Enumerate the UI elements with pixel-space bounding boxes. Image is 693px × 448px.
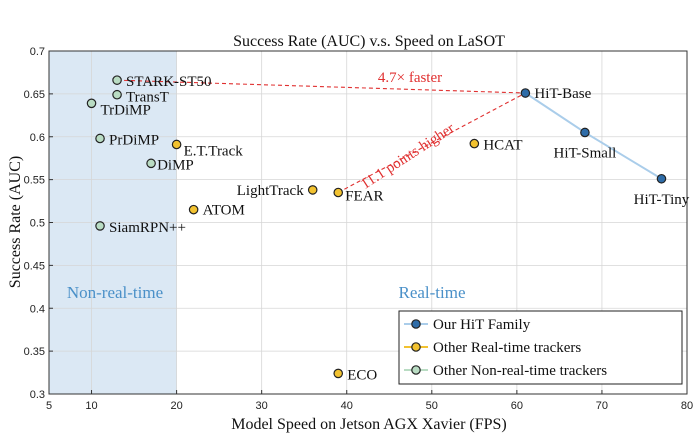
point-hit-small	[580, 127, 590, 138]
y-tick-label: 0.3	[30, 389, 45, 401]
legend-box	[398, 310, 683, 385]
point-transt	[112, 89, 122, 100]
annotation-text-1: 4.7× faster	[378, 70, 442, 86]
point-lighttrack	[307, 185, 318, 195]
point-siamrpn	[95, 221, 105, 231]
x-tick-label: 70	[596, 400, 608, 412]
y-tick-label: 0.45	[24, 260, 45, 272]
x-tick-label: 80	[681, 400, 693, 412]
chart-title: Success Rate (AUC) v.s. Speed on LaSOT	[233, 33, 505, 50]
point-label-e-t-track: E.T.Track	[184, 143, 244, 159]
point-label-dimp: DiMP	[157, 157, 194, 173]
x-tick-label: 20	[170, 400, 182, 412]
point-stark-st50	[112, 75, 122, 85]
point-label-hit-base: HiT-Base	[534, 86, 591, 102]
x-tick-label: 30	[256, 400, 268, 412]
point-label-hit-tiny: HiT-Tiny	[634, 192, 690, 208]
y-tick-label: 0.7	[30, 46, 45, 58]
y-tick-label: 0.5	[30, 218, 45, 230]
legend-marker-other-real-time-trackers	[411, 342, 421, 352]
y-tick-label: 0.4	[30, 303, 45, 315]
point-label-atom: ATOM	[203, 203, 245, 219]
point-e-t-track	[171, 139, 182, 150]
point-label-lighttrack: LightTrack	[237, 183, 304, 199]
x-axis-title: Model Speed on Jetson AGX Xavier (FPS)	[231, 416, 507, 433]
x-tick-label: 50	[426, 400, 438, 412]
point-atom	[188, 204, 199, 215]
region-label-non-real-time: Non-real-time	[67, 283, 163, 302]
point-prdimp	[95, 133, 105, 144]
point-label-fear: FEAR	[345, 188, 383, 204]
x-tick-label: 40	[341, 400, 353, 412]
point-trdimp	[86, 98, 97, 109]
point-label-eco: ECO	[347, 367, 377, 383]
point-label-stark-st50: STARK-ST50	[126, 74, 211, 90]
point-dimp	[146, 158, 156, 169]
x-tick-label: 10	[85, 400, 97, 412]
point-label-hit-small: HiT-Small	[554, 145, 617, 161]
annotation-line-2	[337, 92, 526, 193]
point-fear	[333, 187, 344, 198]
legend-label-other-non-real-time-trackers: Other Non-real-time trackers	[433, 363, 607, 379]
y-tick-label: 0.35	[24, 346, 45, 358]
y-axis-title: Success Rate (AUC)	[7, 156, 24, 288]
point-hcat	[469, 138, 480, 149]
point-hit-base	[520, 88, 531, 98]
point-label-prdimp: PrDiMP	[109, 132, 159, 148]
point-hit-tiny	[656, 173, 667, 184]
point-label-siamrpn: SiamRPN++	[109, 220, 186, 236]
annotation-line-1	[117, 79, 526, 94]
point-label-trdimp: TrDiMP	[101, 102, 151, 118]
legend-label-other-real-time-trackers: Other Real-time trackers	[433, 340, 581, 356]
point-label-hcat: HCAT	[483, 138, 522, 154]
region-label-real-time: Real-time	[398, 283, 465, 302]
x-tick-label: 60	[511, 400, 523, 412]
x-tick-label: 5	[46, 400, 52, 412]
legend-marker-other-non-real-time-trackers	[411, 365, 421, 375]
point-label-transt: TransT	[126, 90, 169, 106]
point-eco	[333, 368, 344, 379]
legend-marker-our-hit-family	[411, 319, 421, 329]
legend-label-our-hit-family: Our HiT Family	[433, 317, 531, 333]
y-tick-label: 0.55	[24, 175, 45, 187]
y-tick-label: 0.6	[30, 132, 45, 144]
y-tick-label: 0.65	[24, 89, 45, 101]
